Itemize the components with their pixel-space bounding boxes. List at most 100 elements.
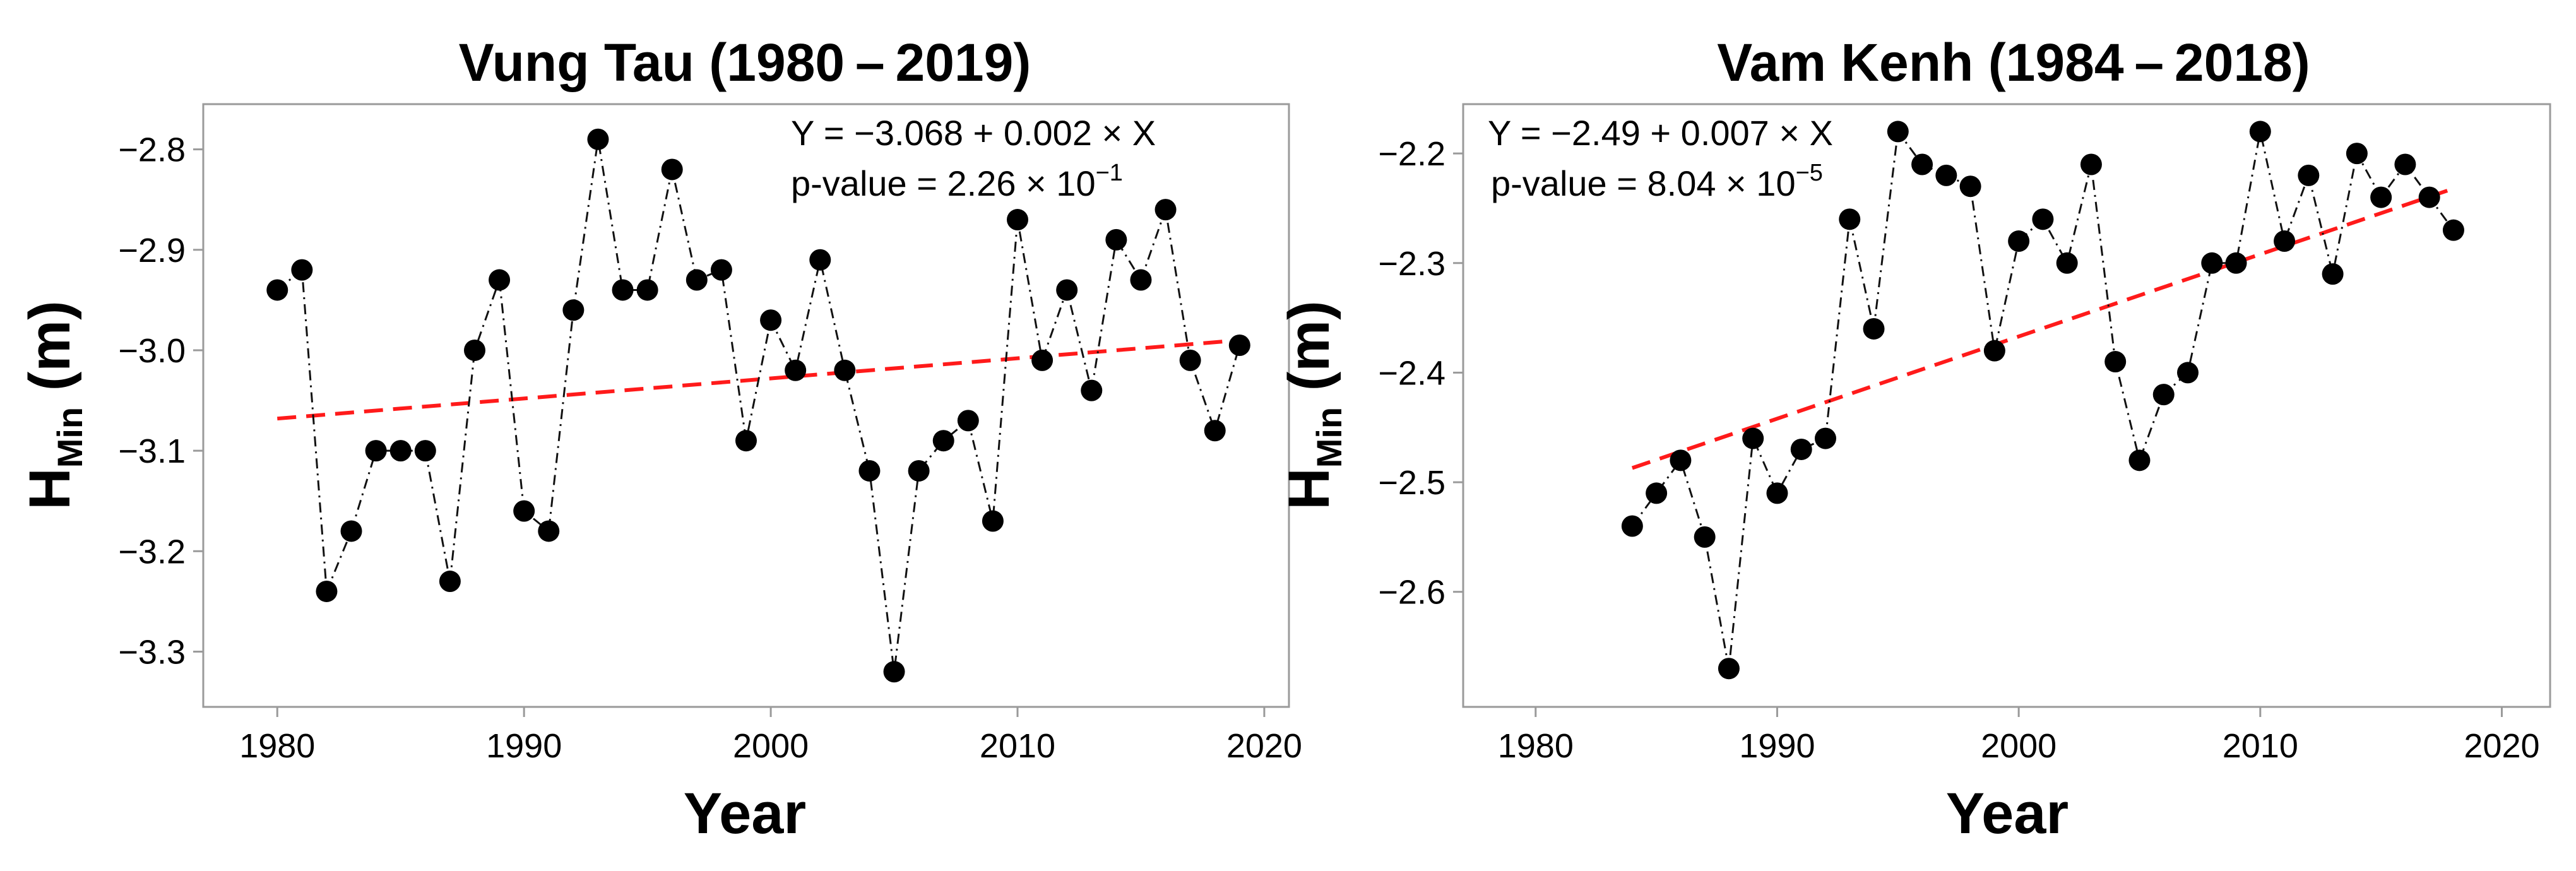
y-axis-title-main: H xyxy=(1277,468,1341,509)
data-point xyxy=(809,249,831,271)
data-point xyxy=(1621,515,1643,537)
data-point xyxy=(982,510,1004,532)
data-point xyxy=(2008,230,2030,252)
y-axis-title-unit xyxy=(1277,391,1341,407)
trend-equation: Y = −2.49 + 0.007 × X xyxy=(1488,113,1833,153)
data-point xyxy=(1204,420,1226,442)
trend-line-layer xyxy=(1631,186,2454,470)
data-point xyxy=(2201,252,2223,274)
data-point xyxy=(513,500,535,522)
data-point xyxy=(1670,449,1692,471)
trend-pvalue-exponent: −1 xyxy=(1096,160,1123,186)
trend-line xyxy=(1631,186,2454,470)
data-point xyxy=(1105,228,1127,251)
y-axis-title-subscript: Min xyxy=(50,407,90,468)
x-axis-ticks: 1980 1990 2000 2010 2020 xyxy=(239,707,1302,765)
data-point xyxy=(883,661,905,683)
data-point xyxy=(1694,526,1716,548)
data-point xyxy=(389,440,412,462)
x-tick-label: 1980 xyxy=(239,727,315,765)
data-point xyxy=(365,440,387,462)
x-axis-ticks: 1980 1990 2000 2010 2020 xyxy=(1498,707,2540,765)
data-point xyxy=(1863,317,1885,340)
data-point xyxy=(2104,351,2127,373)
chart-vam-kenh: Vam Kenh (1984 – 2018) −2.2−2.3−2.4−2.5−… xyxy=(1277,33,2551,846)
trend-pvalue: p-value = 2.26 × 10−1 xyxy=(791,160,1123,203)
data-point xyxy=(1742,427,1764,449)
y-axis-title-unit xyxy=(18,391,82,407)
chart-title: Vung Tau (1980 – 2019) xyxy=(459,33,1031,92)
data-point xyxy=(1911,153,1933,175)
data-point xyxy=(1179,349,1201,371)
data-point xyxy=(661,158,683,181)
y-tick-label: −3.3 xyxy=(118,633,186,671)
y-tick-label: −2.6 xyxy=(1378,574,1445,612)
data-point xyxy=(316,580,338,602)
data-point xyxy=(266,279,288,301)
data-point xyxy=(785,359,807,381)
x-tick-label: 1980 xyxy=(1498,727,1574,765)
y-tick-label: −2.4 xyxy=(1378,354,1445,392)
data-point xyxy=(1646,482,1668,504)
data-point xyxy=(2080,153,2102,175)
x-tick-label: 1990 xyxy=(486,727,562,765)
x-tick-label: 2020 xyxy=(1226,727,1302,765)
data-point xyxy=(1228,335,1250,356)
series-line xyxy=(276,139,1241,672)
data-point xyxy=(834,359,856,381)
y-axis-title: HMin (m) xyxy=(1277,300,1349,510)
data-point xyxy=(1839,208,1861,230)
trend-pvalue: p-value = 8.04 × 10−5 xyxy=(1491,160,1823,203)
x-tick-label: 2010 xyxy=(980,727,1055,765)
data-point xyxy=(1056,279,1078,301)
data-point xyxy=(2322,263,2344,285)
data-point xyxy=(932,430,954,452)
data-point xyxy=(2370,186,2392,208)
x-axis-title: Year xyxy=(684,781,806,846)
y-tick-label: −2.3 xyxy=(1378,245,1445,283)
y-tick-label: −2.2 xyxy=(1378,135,1445,173)
chart-vung-tau: Vung Tau (1980 – 2019) −2.8−2.9−3.0−3.1−… xyxy=(18,33,1302,846)
data-point xyxy=(2152,384,2175,406)
data-point xyxy=(439,571,461,593)
data-point xyxy=(2298,164,2320,186)
y-axis-title-unit-text: (m) xyxy=(1277,300,1341,391)
data-point xyxy=(2346,143,2368,165)
data-point xyxy=(1766,482,1788,504)
trend-pvalue-base: p-value = 8.04 × 10 xyxy=(1491,163,1796,203)
x-axis-title: Year xyxy=(1946,781,2069,846)
data-point xyxy=(538,520,560,542)
data-point xyxy=(2394,153,2416,175)
data-point xyxy=(1815,427,1836,449)
data-point xyxy=(2418,186,2440,208)
trend-pvalue-exponent: −5 xyxy=(1796,160,1823,186)
y-tick-label: −3.1 xyxy=(118,432,186,470)
data-point xyxy=(587,128,609,150)
plot-frame xyxy=(202,103,1290,708)
y-axis-title: HMin (m) xyxy=(18,300,90,510)
series-layer xyxy=(1621,121,2464,680)
data-point xyxy=(1081,379,1103,401)
x-tick-label: 2020 xyxy=(2464,727,2539,765)
data-point xyxy=(686,269,708,291)
data-point xyxy=(414,440,436,462)
trend-pvalue-base: p-value = 2.26 × 10 xyxy=(791,163,1096,203)
data-point xyxy=(1031,349,1054,371)
data-point xyxy=(2274,230,2296,252)
data-point xyxy=(908,459,930,482)
data-point xyxy=(1130,269,1152,291)
data-point xyxy=(340,520,362,542)
y-tick-label: −2.5 xyxy=(1378,464,1445,502)
data-point xyxy=(612,279,634,301)
data-point xyxy=(858,459,881,482)
data-point xyxy=(1935,164,1957,186)
data-point xyxy=(1790,438,1812,460)
data-point xyxy=(2032,208,2054,230)
plot-frame xyxy=(1462,103,2551,708)
x-tick-label: 2000 xyxy=(733,727,809,765)
y-axis-ticks: −2.2 −2.3 −2.4 −2.5 −2.6 xyxy=(1378,135,1463,612)
chart-title: Vam Kenh (1984 – 2018) xyxy=(1717,33,2310,92)
data-point xyxy=(1718,658,1740,680)
